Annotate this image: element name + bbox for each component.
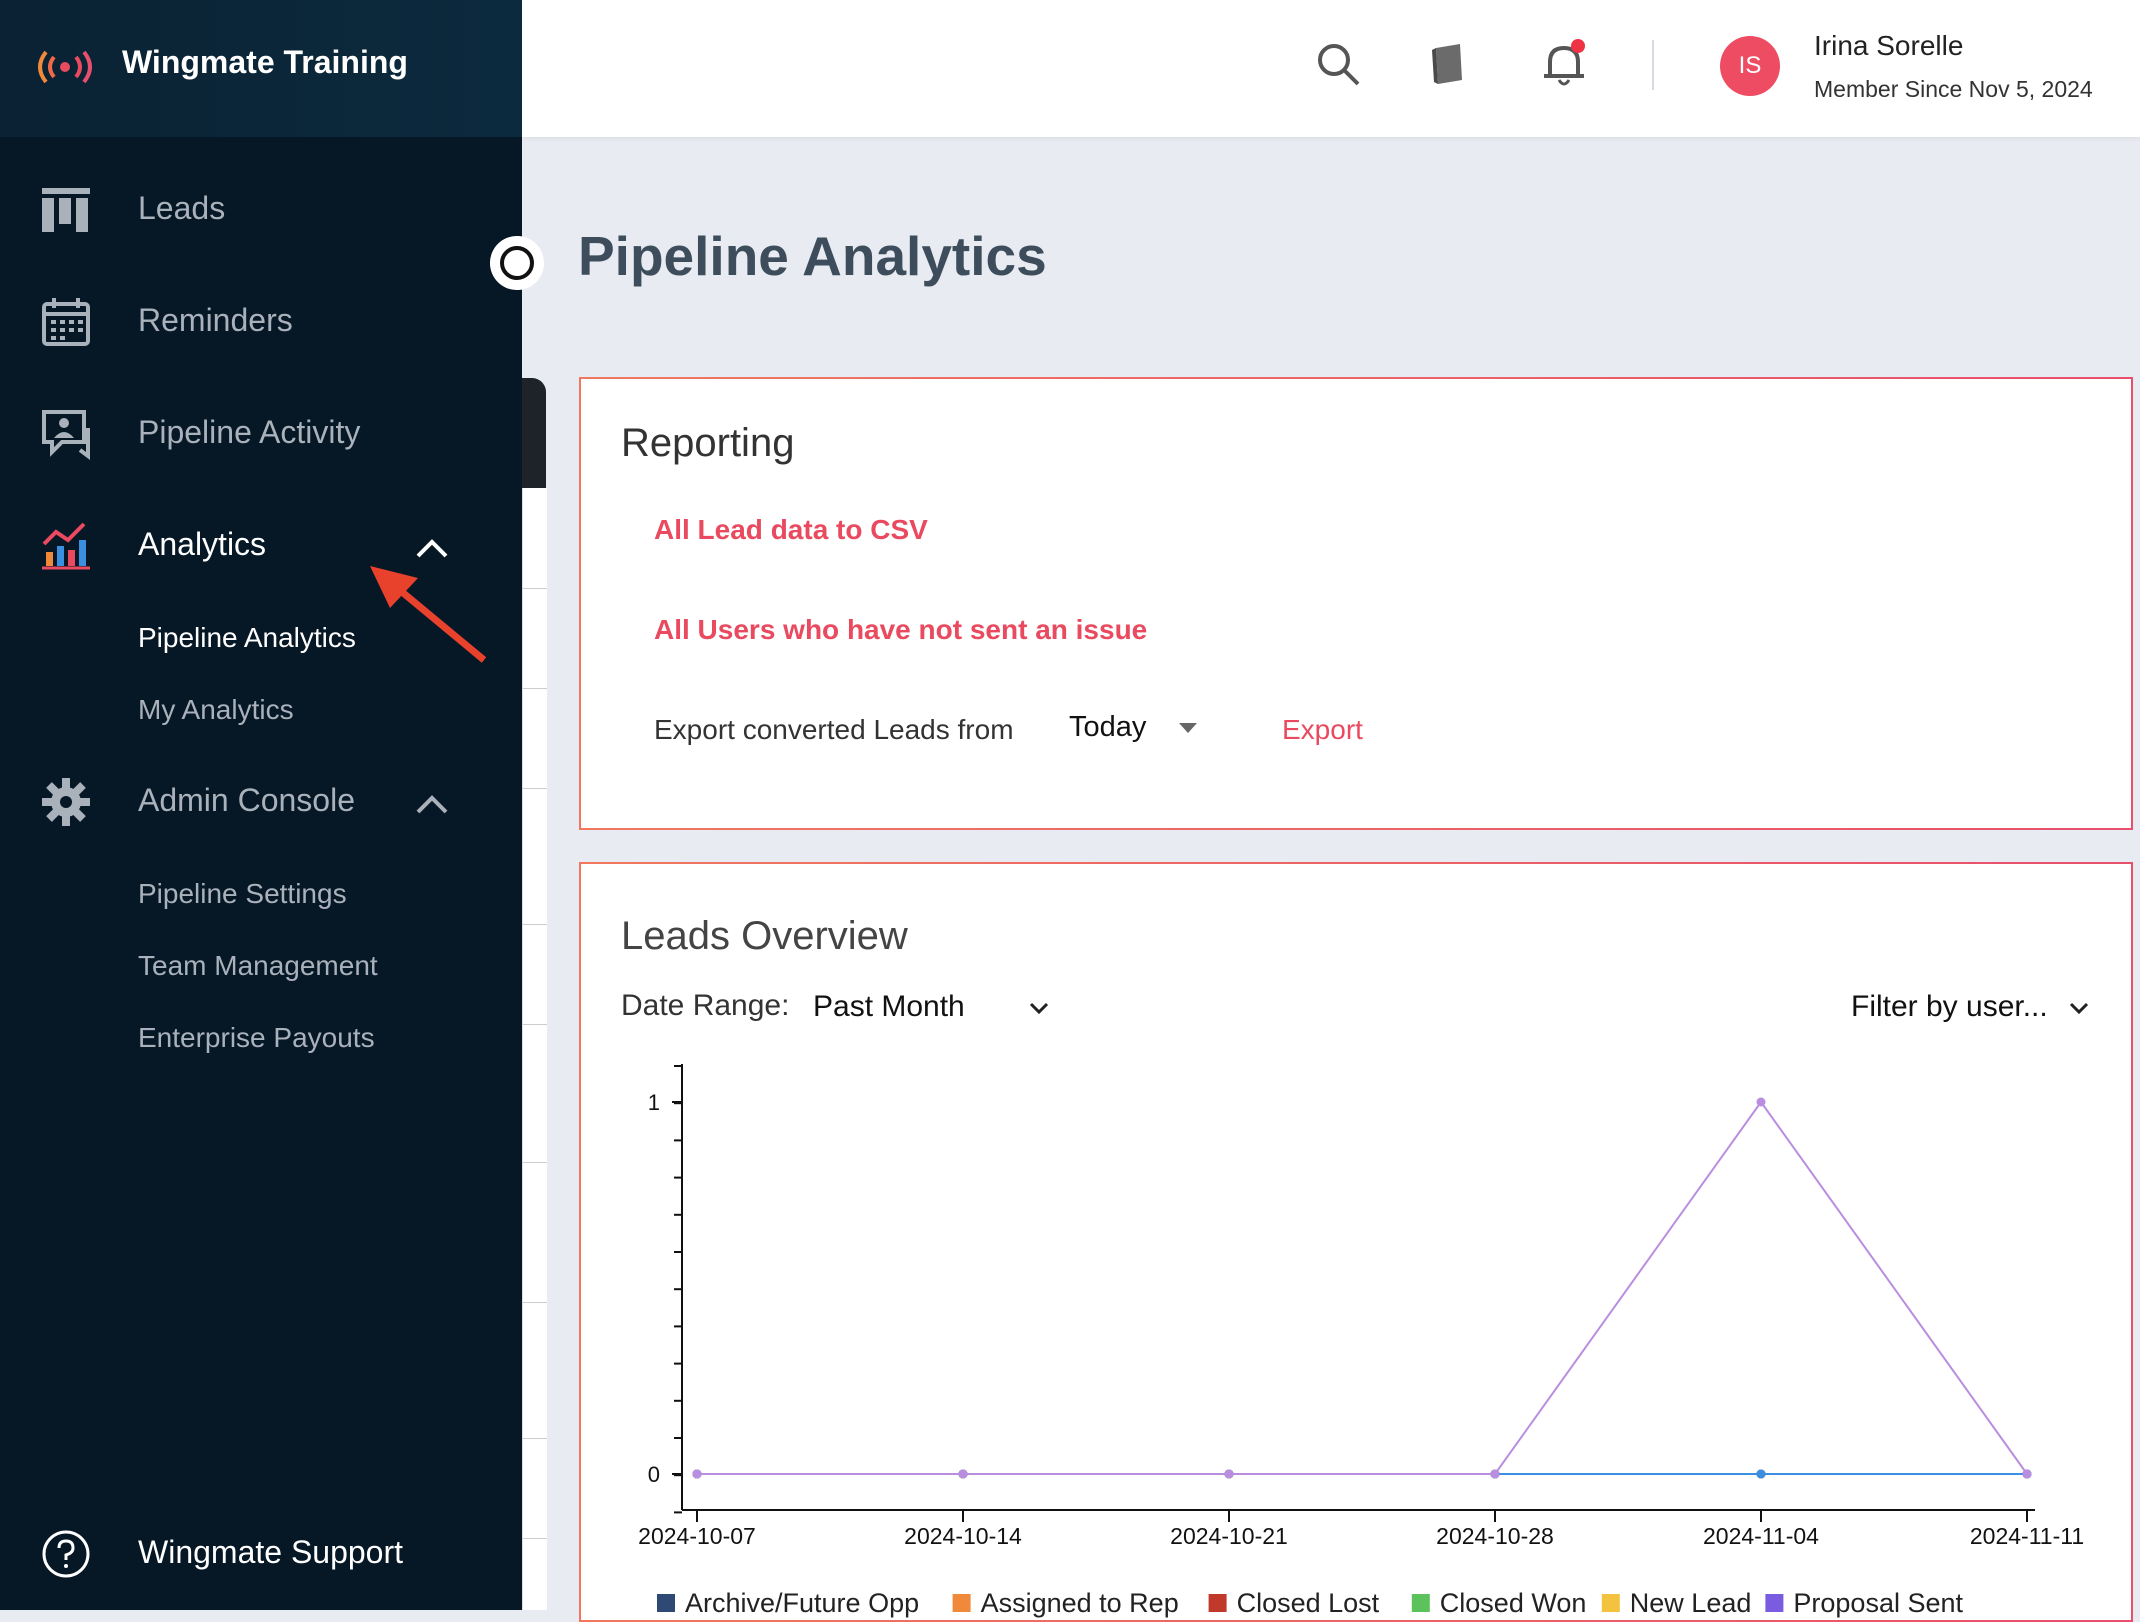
x-tick-label: 2024-11-04 (1703, 1523, 1819, 1549)
x-tick-label: 2024-10-28 (1436, 1523, 1554, 1549)
book-icon[interactable] (1424, 38, 1476, 90)
series-point (1490, 1469, 1500, 1479)
sidebar-item-analytics[interactable]: Analytics (0, 506, 522, 586)
series-line (697, 1100, 2028, 1475)
series-point (1756, 1097, 1766, 1107)
filter-by-user-select[interactable]: Filter by user... (1851, 986, 2091, 1030)
search-icon[interactable] (1312, 38, 1364, 90)
reporting-card: Reporting All Lead data to CSV All Users… (579, 377, 2133, 830)
sidebar-item-label: Admin Console (138, 782, 355, 818)
sidebar-item-label: Pipeline Activity (138, 414, 361, 450)
user-name[interactable]: Irina Sorelle (1814, 30, 1964, 61)
sidebar-item-label: Leads (138, 190, 226, 226)
leads-board-icon (42, 188, 90, 232)
sidebar-subitem-team-management[interactable]: Team Management (138, 950, 378, 981)
legend-swatch (1208, 1594, 1227, 1612)
sidebar-subitem-enterprise-payouts[interactable]: Enterprise Payouts (138, 1022, 375, 1053)
sidebar-subitem-my-analytics[interactable]: My Analytics (138, 694, 294, 725)
chevron-down-icon (1029, 1002, 1049, 1015)
export-button[interactable]: Export (1282, 714, 1363, 745)
support-label: Wingmate Support (138, 1534, 404, 1570)
overview-title: Leads Overview (621, 914, 908, 958)
legend-swatch (1765, 1594, 1784, 1612)
x-tick-label: 2024-11-11 (1970, 1523, 2084, 1549)
legend-swatch (657, 1594, 675, 1612)
chevron-up-icon[interactable] (412, 528, 452, 568)
sidebar-subitem-pipeline-analytics[interactable]: Pipeline Analytics (138, 622, 356, 653)
series-point (1224, 1469, 1234, 1479)
collapse-sidebar-toggle-icon[interactable] (490, 236, 544, 290)
broadcast-logo-icon (38, 50, 92, 84)
bell-icon[interactable] (1538, 38, 1590, 90)
legend-swatch (952, 1594, 971, 1612)
background-panel-tab (522, 378, 546, 488)
legend-label: Assigned to Rep (981, 1588, 1179, 1618)
sidebar: Wingmate Training Leads Reminders (0, 0, 522, 1610)
export-range-select[interactable]: Today (1069, 711, 1209, 751)
sidebar-item-leads[interactable]: Leads (0, 170, 522, 250)
help-circle-icon (42, 1530, 90, 1578)
x-tick-label: 2024-10-14 (904, 1523, 1022, 1549)
chat-person-icon (42, 410, 90, 460)
topbar-divider (1652, 40, 1654, 90)
legend-label: New Lead (1630, 1588, 1752, 1618)
sidebar-item-support[interactable]: Wingmate Support (0, 1520, 522, 1590)
sidebar-item-admin-console[interactable]: Admin Console (0, 762, 522, 842)
legend-label: Proposal Sent (1793, 1588, 1963, 1618)
date-range-label: Date Range: (621, 989, 790, 1022)
legend-label: Archive/Future Opp (685, 1588, 919, 1618)
export-converted-label: Export converted Leads from (654, 714, 1014, 745)
sidebar-item-reminders[interactable]: Reminders (0, 282, 522, 362)
top-bar: IS Irina Sorelle Member Since Nov 5, 202… (522, 0, 2140, 137)
page-title: Pipeline Analytics (578, 225, 1047, 287)
export-range-value: Today (1069, 711, 1147, 743)
brand-header[interactable]: Wingmate Training (0, 0, 522, 137)
sidebar-item-label: Reminders (138, 302, 293, 338)
y-tick-label: 1 (648, 1090, 660, 1115)
sidebar-item-pipeline-activity[interactable]: Pipeline Activity (0, 394, 522, 474)
users-no-issue-link[interactable]: All Users who have not sent an issue (654, 614, 1148, 645)
y-tick-label: 0 (648, 1462, 660, 1487)
legend-swatch (1601, 1594, 1620, 1612)
x-tick-label: 2024-10-07 (638, 1523, 756, 1549)
calendar-icon (42, 298, 90, 346)
background-table-strip (522, 488, 547, 1610)
x-tick-label: 2024-10-21 (1170, 1523, 1288, 1549)
series-point (958, 1469, 968, 1479)
series-point (1756, 1469, 1766, 1479)
sidebar-subitem-pipeline-settings[interactable]: Pipeline Settings (138, 878, 347, 909)
gear-icon (42, 778, 90, 826)
caret-down-icon (1179, 723, 1197, 733)
legend-label: Closed Won (1440, 1588, 1587, 1618)
series-point (692, 1469, 702, 1479)
analytics-chart-icon (42, 522, 90, 570)
chevron-down-icon (2069, 1002, 2089, 1015)
sidebar-item-label: Analytics (138, 526, 267, 562)
annotation-arrow-icon (370, 566, 487, 663)
chevron-up-icon[interactable] (412, 784, 452, 824)
filter-by-user-placeholder: Filter by user... (1851, 990, 2048, 1023)
reporting-title: Reporting (621, 421, 795, 465)
brand-name: Wingmate Training (122, 44, 408, 80)
legend-label: Closed Lost (1237, 1588, 1380, 1618)
leads-overview-card: Leads Overview Date Range: Past Month Fi… (579, 862, 2133, 1622)
legend-swatch (1411, 1594, 1430, 1612)
leads-overview-chart: 0 1 2024-10-07 2024-10-14 2024-10-21 2024-10-… (638, 1064, 2084, 1618)
series-point (2022, 1469, 2032, 1479)
date-range-value: Past Month (813, 990, 965, 1023)
lead-data-csv-link[interactable]: All Lead data to CSV (654, 514, 928, 545)
date-range-select[interactable]: Past Month (813, 986, 1073, 1030)
member-since: Member Since Nov 5, 2024 (1814, 76, 2093, 102)
avatar[interactable]: IS (1720, 36, 1780, 96)
